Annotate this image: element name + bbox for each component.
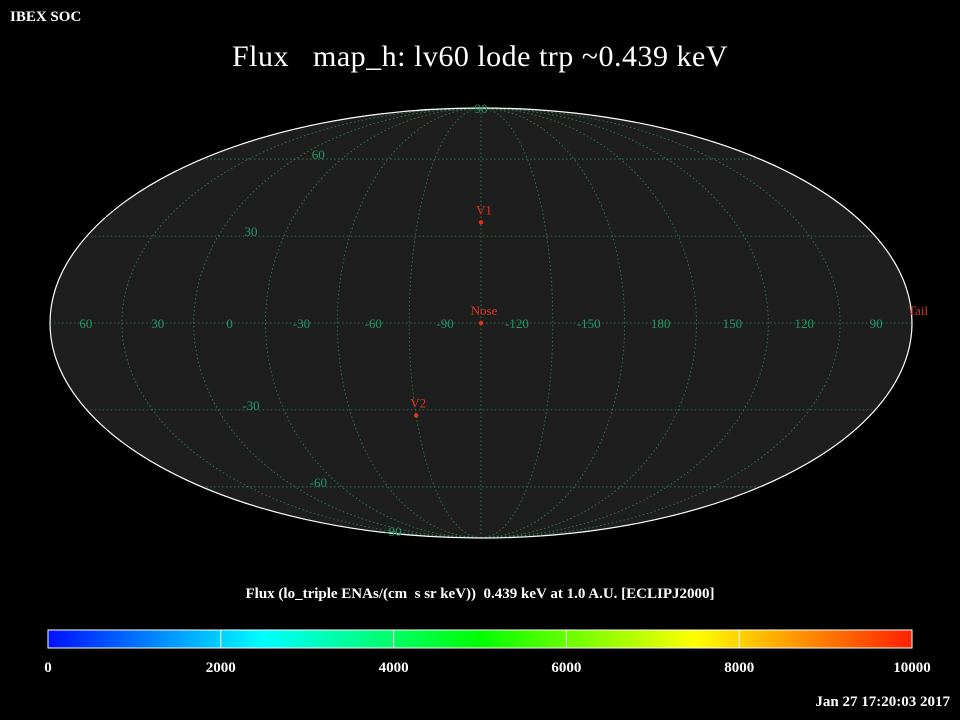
colorbar-ticks bbox=[47, 630, 913, 648]
longitude-line bbox=[193, 108, 482, 538]
marker-label-v1: V1 bbox=[476, 202, 492, 217]
map-title: Flux map_h: lv60 lode trp ~0.439 keV bbox=[231, 40, 729, 73]
longitude-label: 150 bbox=[723, 316, 743, 331]
longitude-label: -90 bbox=[436, 316, 453, 331]
latitude-label: -60 bbox=[310, 475, 327, 490]
longitude-line bbox=[336, 108, 482, 538]
longitude-label: -120 bbox=[505, 316, 529, 331]
longitude-line bbox=[480, 108, 769, 538]
colorbar-caption: Flux (lo_triple ENAs/(cm s sr keV)) 0.43… bbox=[245, 586, 715, 602]
longitude-label: 0 bbox=[226, 316, 233, 331]
corner-label: IBEX SOC bbox=[10, 9, 82, 25]
longitude-label: -60 bbox=[365, 316, 382, 331]
longitude-label: -30 bbox=[293, 316, 310, 331]
longitude-label: -150 bbox=[577, 316, 601, 331]
longitude-line bbox=[408, 108, 482, 538]
no-data-bands bbox=[71, 108, 834, 538]
colorbar-tick-label: 2000 bbox=[205, 660, 236, 676]
no-data-band bbox=[481, 108, 632, 538]
no-data-band bbox=[200, 108, 482, 538]
colorbar bbox=[47, 629, 913, 649]
latitude-label: -90 bbox=[384, 524, 401, 539]
marker-dot bbox=[478, 320, 484, 326]
longitude-line bbox=[265, 108, 482, 538]
colorbar-tick-label: 4000 bbox=[378, 660, 409, 676]
graticule-labels: 90 60 30 -30 -60 -90 60 30 0 -30 -60 -90 -120 -150 180… bbox=[79, 101, 882, 539]
no-data-band bbox=[481, 108, 819, 538]
colorbar-tick-label: 0 bbox=[44, 660, 52, 676]
longitude-label: 180 bbox=[651, 316, 671, 331]
colorbar-tick-label: 10000 bbox=[893, 660, 931, 676]
latitude-label: 90 bbox=[475, 101, 488, 116]
marker-label-tail: Tail bbox=[908, 303, 928, 318]
colorbar-tick-label: 6000 bbox=[551, 660, 582, 676]
timestamp: Jan 27 17:20:03 2017 bbox=[815, 694, 950, 710]
marker-dot bbox=[478, 220, 484, 225]
longitude-label: 60 bbox=[79, 316, 92, 331]
latitude-label: 30 bbox=[245, 224, 258, 239]
longitude-line bbox=[480, 108, 841, 538]
longitude-line bbox=[480, 108, 697, 538]
marker-label-nose: Nose bbox=[471, 303, 498, 318]
longitude-line bbox=[121, 108, 482, 538]
map-outline bbox=[49, 107, 913, 539]
longitude-line bbox=[480, 108, 626, 538]
colorbar-tick-label: 8000 bbox=[724, 660, 755, 676]
marker-dot bbox=[413, 413, 419, 418]
longitude-label: 90 bbox=[870, 316, 883, 331]
longitude-line bbox=[480, 108, 554, 538]
longitude-label: 120 bbox=[795, 316, 815, 331]
marker-label-v2: V2 bbox=[410, 395, 426, 410]
latitude-label: 60 bbox=[312, 147, 325, 162]
graticule bbox=[50, 108, 912, 538]
map-markers: V1 Nose V2 Tail bbox=[410, 202, 928, 418]
longitude-label: 30 bbox=[151, 316, 164, 331]
latitude-label: -30 bbox=[242, 398, 259, 413]
